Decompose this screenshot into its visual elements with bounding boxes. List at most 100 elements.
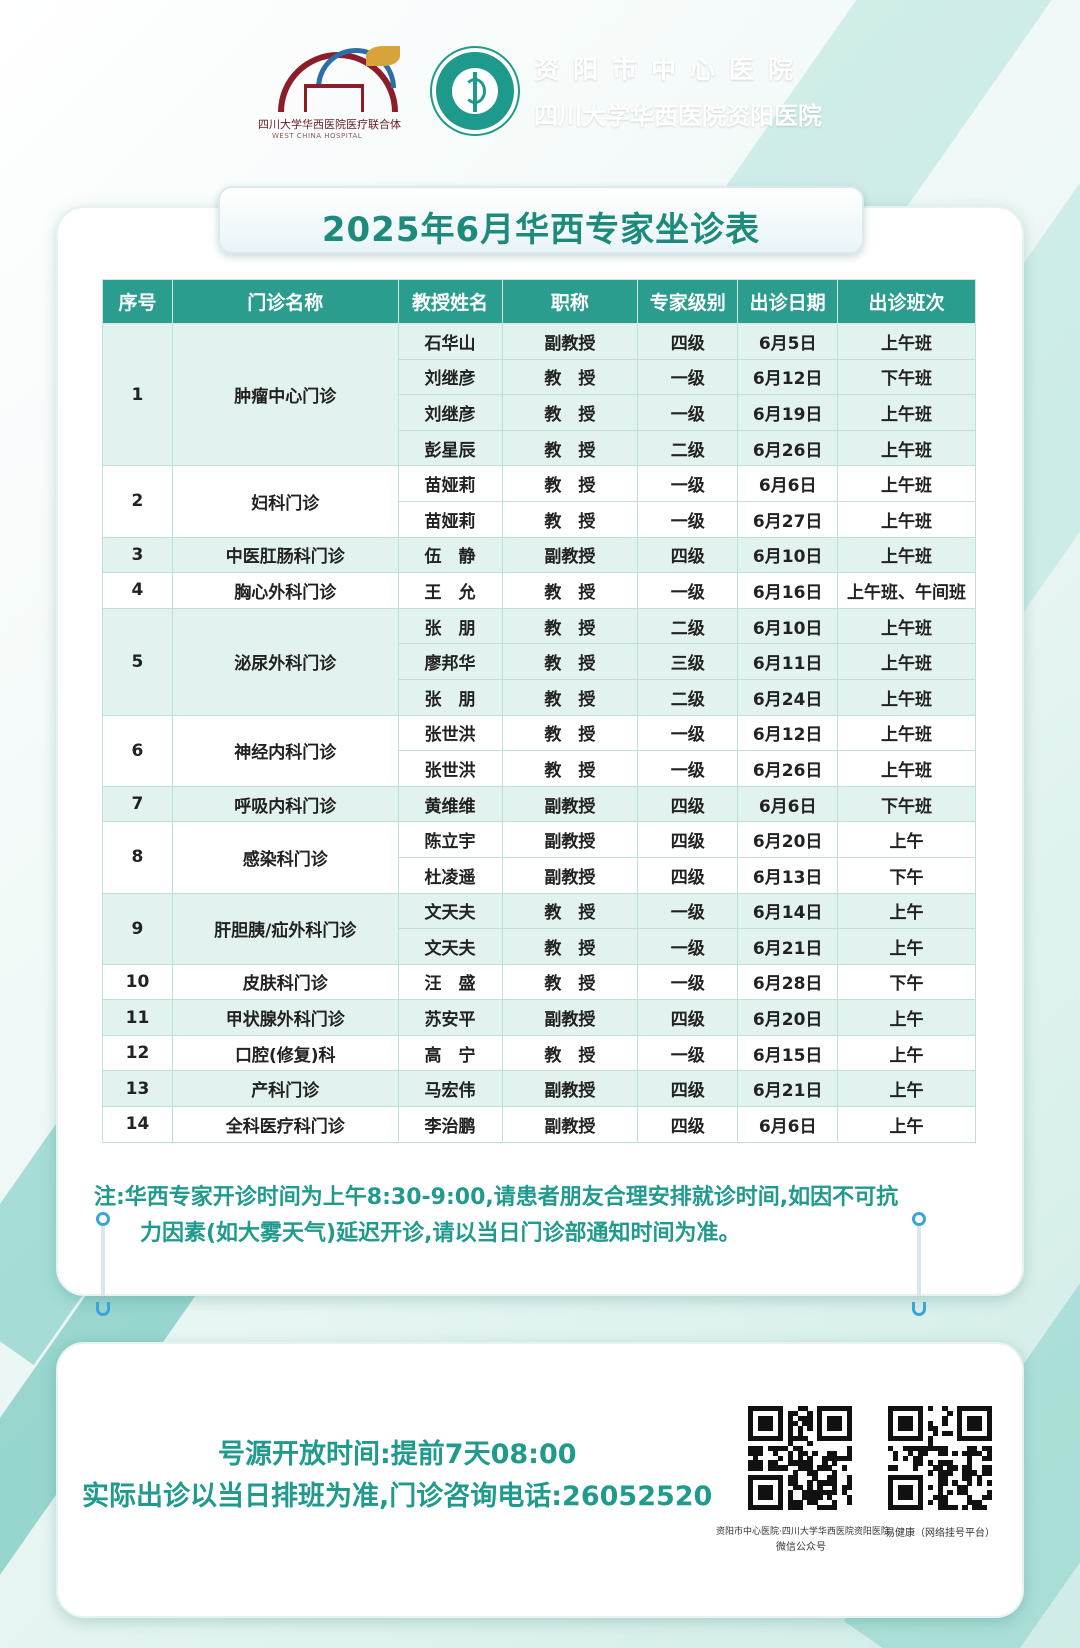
- cell-level: 一级: [637, 1034, 739, 1072]
- cell-shift: 上午班: [837, 714, 976, 752]
- qr2-label: 易健康（网络挂号平台）: [885, 1528, 995, 1539]
- table-row: 14 全科医疗科门诊 李治鹏 副教授 四级 6月6日 上午: [102, 1106, 976, 1143]
- booking-card: [56, 1342, 1024, 1618]
- cell-name: 黄维维: [397, 785, 503, 823]
- cell-level: 三级: [637, 643, 739, 680]
- cell-title: 教 授: [501, 358, 639, 396]
- table-row: 5 泌尿外科门诊张 朋教 授二级 6月10日 上午班: [102, 607, 976, 716]
- cell-shift: 上午: [837, 999, 976, 1036]
- table-row: 张世洪教 授一级 6月26日 上午班: [103, 750, 976, 787]
- cell-date: 6月26日: [737, 429, 839, 467]
- cell-name: 刘继彦: [397, 358, 503, 396]
- cell-seq: 11: [102, 999, 173, 1036]
- cell-level: 二级: [637, 678, 739, 716]
- cell-shift: 上午班: [837, 678, 976, 716]
- cell-clinic: 产科门诊: [171, 1070, 399, 1108]
- cell-date: 6月10日: [737, 536, 839, 574]
- cell-shift: 上午: [837, 821, 976, 858]
- cell-date: 6月24日: [737, 678, 839, 716]
- cell-seq: 5: [102, 607, 173, 716]
- table-row: 1 肿瘤中心门诊 石华山 副教授 四级 6月5日 上午班: [102, 322, 976, 467]
- hospital-name: 资阳市中心医院: [534, 55, 808, 84]
- cell-date: 6月12日: [737, 358, 839, 396]
- cell-seq: 2: [102, 465, 173, 538]
- cell-date: 6月10日: [737, 607, 839, 645]
- cell-level: 四级: [637, 536, 739, 574]
- cell-shift: 上午班: [837, 429, 976, 467]
- cell-date: 6月14日: [737, 892, 839, 930]
- cell-date: 6月13日: [737, 856, 839, 894]
- cell-shift: 上午班: [837, 465, 976, 502]
- table-row: 4 胸心外科门诊王 允教 授一级 6月16日 上午班、午间班: [102, 572, 976, 609]
- cell-level: 四级: [637, 1106, 739, 1143]
- cell-level: 四级: [637, 856, 739, 894]
- cell-clinic: 胸心外科门诊: [171, 572, 399, 609]
- cell-name: 王 允: [397, 572, 503, 609]
- table-row: 2 妇科门诊 苗娅莉教 授一级 6月6日 上午班: [102, 465, 976, 538]
- alliance-logo: 四川大学华西医院医疗联合体 WEST CHINA HOSPITAL: [258, 46, 418, 140]
- cell-date: 6月6日: [737, 1106, 839, 1143]
- cell-name: 杜凌遥: [397, 856, 503, 894]
- cell-name: 苗娅莉: [397, 500, 503, 538]
- col-header-title: 职称: [501, 279, 639, 324]
- cell-date: 6月28日: [737, 963, 839, 1001]
- booking-platform-qr-code[interactable]: [888, 1406, 993, 1511]
- col-header-name: 教授姓名: [397, 279, 503, 324]
- cell-date: 6月15日: [737, 1034, 839, 1072]
- cell-name: 张 朋: [397, 678, 503, 716]
- cell-clinic: 神经内科门诊: [171, 714, 399, 787]
- cell-title: 教 授: [501, 750, 639, 787]
- cell-seq: 12: [102, 1034, 173, 1072]
- table-row: 12 口腔(修复)科高 宁教 授一级 6月15日 上午: [102, 1034, 976, 1072]
- cell-title: 副教授: [501, 323, 639, 360]
- cell-name: 陈立宇: [397, 821, 503, 858]
- cell-level: 二级: [637, 429, 739, 467]
- cell-shift: 下午班: [837, 358, 976, 396]
- cell-name: 张世洪: [397, 750, 503, 787]
- notice-line-2: 力因素(如大雾天气)延迟开诊,请以当日门诊部通知时间为准。: [140, 1221, 741, 1246]
- table-row: 刘继彦教 授一级 6月19日 上午班: [103, 394, 976, 431]
- cell-name: 李治鹏: [397, 1106, 503, 1143]
- page-header: 四川大学华西医院医疗联合体 WEST CHINA HOSPITAL 资阳市中心医…: [0, 0, 1080, 180]
- cell-date: 6月12日: [737, 714, 839, 752]
- wechat-qr-code[interactable]: [748, 1406, 853, 1511]
- cell-clinic: 感染科门诊: [171, 821, 399, 894]
- cell-shift: 上午: [837, 1106, 976, 1143]
- table-row: 杜凌遥 副教授 四级 6月13日 下午: [103, 856, 976, 894]
- hospital-emblem-icon: [432, 48, 518, 134]
- table-row: 6 神经内科门诊 张世洪教 授一级 6月12日 上午班: [102, 714, 976, 787]
- cell-seq: 1: [102, 322, 173, 467]
- cell-level: 一级: [637, 394, 739, 431]
- table-row: 文天夫教 授一级 6月21日 上午: [103, 928, 976, 965]
- cell-shift: 上午班: [837, 500, 976, 538]
- cell-seq: 13: [102, 1070, 173, 1108]
- table-row: 10 皮肤科门诊汪 盛教 授一级 6月28日 下午: [102, 963, 976, 1001]
- cell-clinic: 口腔(修复)科: [171, 1034, 399, 1072]
- cell-date: 6月5日: [737, 323, 839, 360]
- cell-date: 6月6日: [737, 465, 839, 502]
- qr1-label-bottom: 微信公众号: [776, 1542, 826, 1553]
- cell-shift: 下午班: [837, 785, 976, 823]
- cell-level: 一级: [637, 714, 739, 752]
- cell-seq: 3: [102, 536, 173, 574]
- cell-seq: 14: [102, 1106, 173, 1143]
- cell-date: 6月27日: [737, 500, 839, 538]
- cell-title: 副教授: [501, 999, 639, 1036]
- cell-title: 教 授: [501, 429, 639, 467]
- table-row: 8 感染科门诊 陈立宇 副教授 四级 6月20日 上午: [102, 821, 976, 894]
- cell-title: 教 授: [501, 928, 639, 965]
- cell-level: 一级: [637, 892, 739, 930]
- cell-title: 教 授: [501, 678, 639, 716]
- cell-level: 四级: [637, 999, 739, 1036]
- notice-line-1: 注:华西专家开诊时间为上午8:30-9:00,请患者朋友合理安排就诊时间,如因不…: [94, 1185, 899, 1210]
- cell-title: 教 授: [501, 892, 639, 930]
- cell-shift: 上午: [837, 928, 976, 965]
- table-row: 苗娅莉教 授一级 6月27日 上午班: [103, 500, 976, 538]
- title-tab: 2025年6月华西专家坐诊表: [218, 186, 864, 254]
- cell-seq: 8: [102, 821, 173, 894]
- cell-level: 一级: [637, 358, 739, 396]
- cell-level: 一级: [637, 465, 739, 502]
- cell-name: 苏安平: [397, 999, 503, 1036]
- cell-clinic: 呼吸内科门诊: [171, 785, 399, 823]
- cell-level: 一级: [637, 928, 739, 965]
